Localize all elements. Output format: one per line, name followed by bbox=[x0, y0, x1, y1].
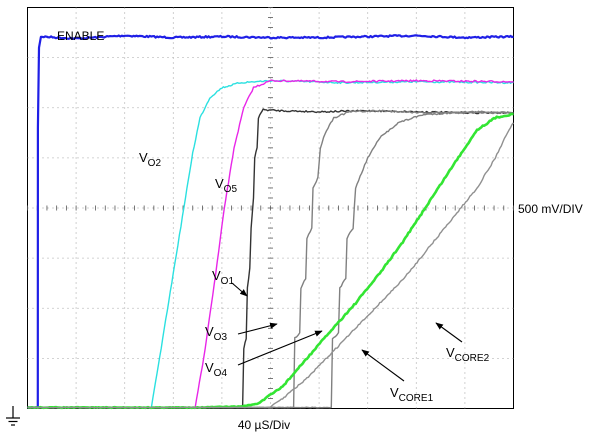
label-vcore2-main: V bbox=[446, 345, 455, 360]
x-scale-label: 40 µS/Div bbox=[238, 418, 290, 432]
label-vcore1-main: V bbox=[390, 385, 399, 400]
label-vo2-main: V bbox=[139, 150, 148, 165]
ground-icon bbox=[6, 406, 20, 425]
label-vo5-main: V bbox=[215, 176, 224, 191]
label-vo3-main: V bbox=[205, 324, 214, 339]
label-vo3-sub: O3 bbox=[214, 332, 228, 343]
label-vo2-sub: O2 bbox=[148, 158, 162, 169]
label-vo1-sub: O1 bbox=[221, 276, 235, 287]
label-vo4-sub: O4 bbox=[214, 368, 228, 379]
label-vo5-sub: O5 bbox=[224, 184, 238, 195]
y-scale-label: 500 mV/DIV bbox=[518, 202, 583, 216]
label-vcore2-sub: CORE2 bbox=[455, 353, 490, 364]
label-vo1-main: V bbox=[212, 268, 221, 283]
label-vcore1-sub: CORE1 bbox=[399, 393, 434, 404]
label-enable: ENABLE bbox=[57, 29, 104, 43]
label-vo4-main: V bbox=[205, 360, 214, 375]
